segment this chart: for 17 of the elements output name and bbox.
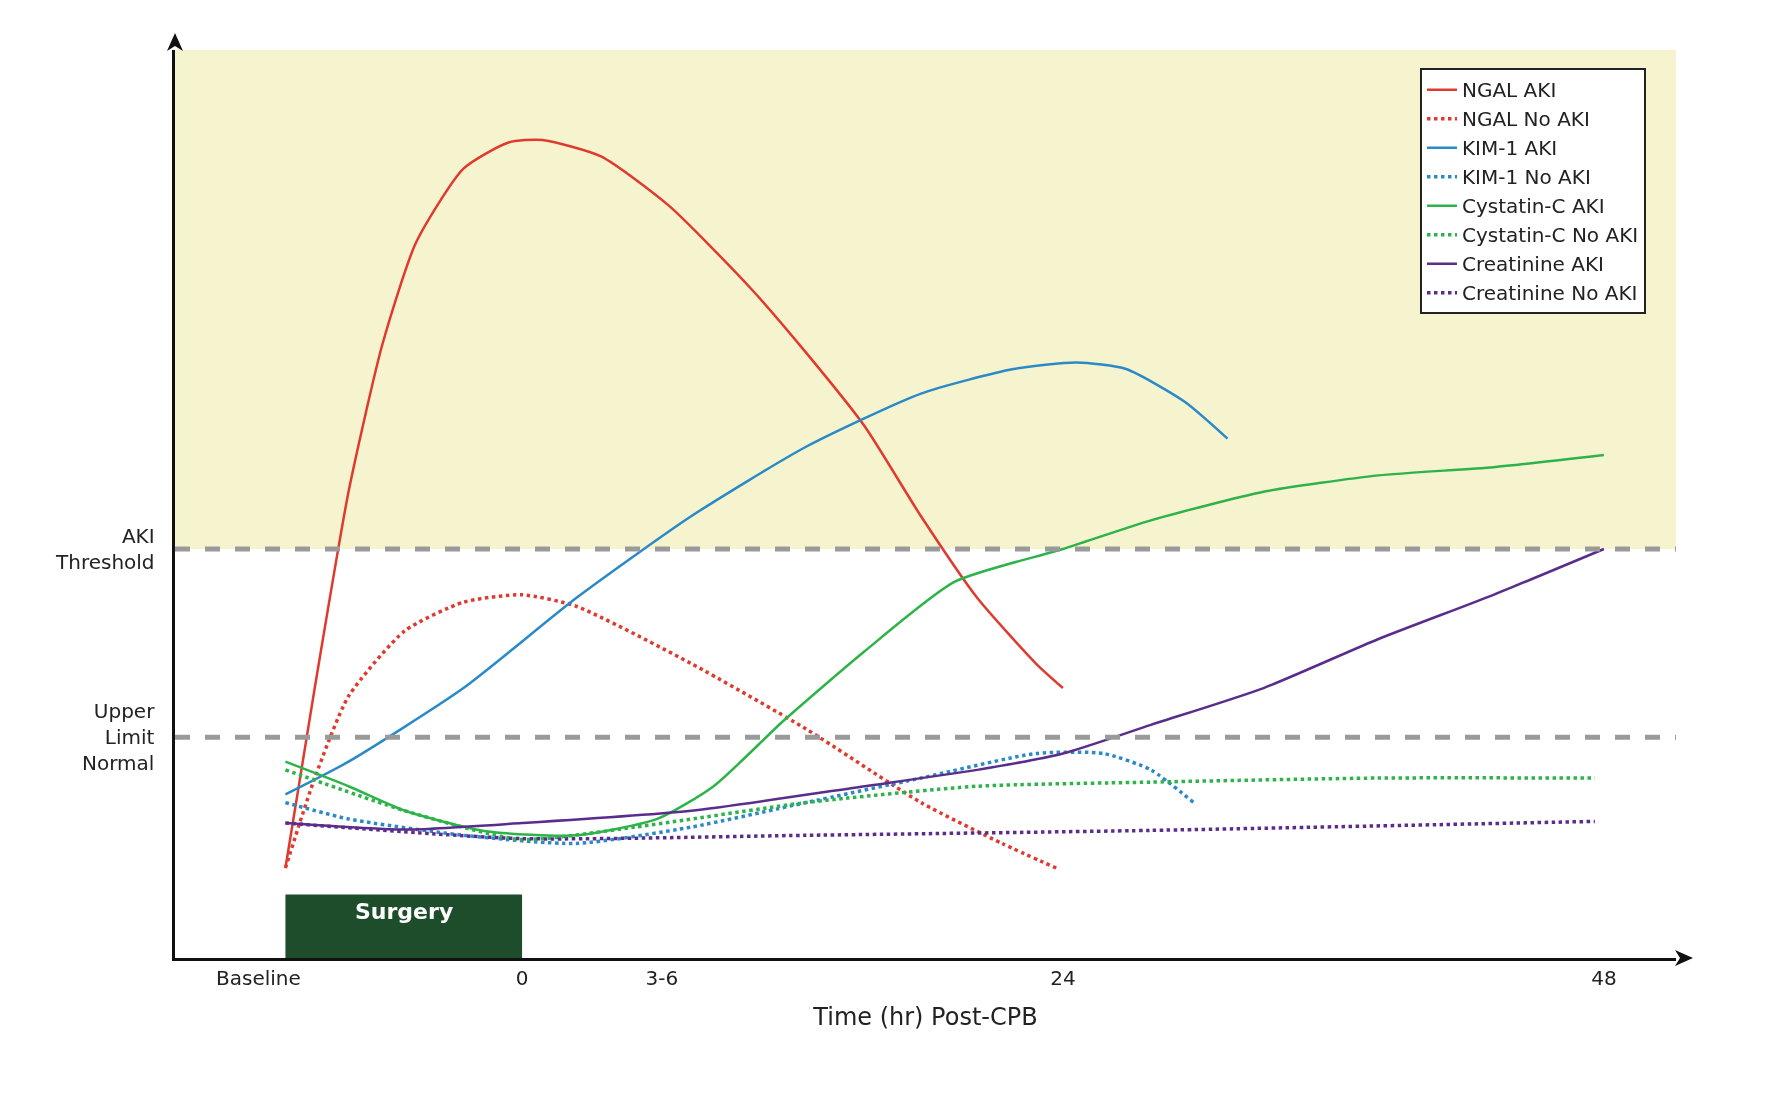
ref-line-label: Upper Limit Normal (82, 699, 156, 775)
x-tick-label: 48 (1591, 965, 1617, 990)
legend-label: Cystatin-C AKI (1461, 194, 1605, 219)
x-axis-title: Time (hr) Post-CPB (812, 1003, 1038, 1032)
x-tick-label: 24 (1050, 965, 1076, 990)
legend-label: NGAL No AKI (1461, 107, 1590, 132)
legend-label: Creatinine AKI (1461, 252, 1604, 277)
x-tick-label: 0 (515, 965, 529, 990)
legend-label: NGAL AKI (1461, 78, 1557, 103)
legend-label: Cystatin-C No AKI (1461, 223, 1639, 248)
band-label: Surgery (355, 899, 454, 924)
x-tick-label: 3-6 (645, 965, 679, 990)
ref-line-label: AKI Threshold (55, 524, 155, 574)
legend-label: Creatinine No AKI (1461, 281, 1638, 306)
legend-label: KIM-1 AKI (1461, 136, 1558, 161)
x-tick-label: Baseline (215, 965, 301, 990)
legend-label: KIM-1 No AKI (1461, 165, 1591, 190)
